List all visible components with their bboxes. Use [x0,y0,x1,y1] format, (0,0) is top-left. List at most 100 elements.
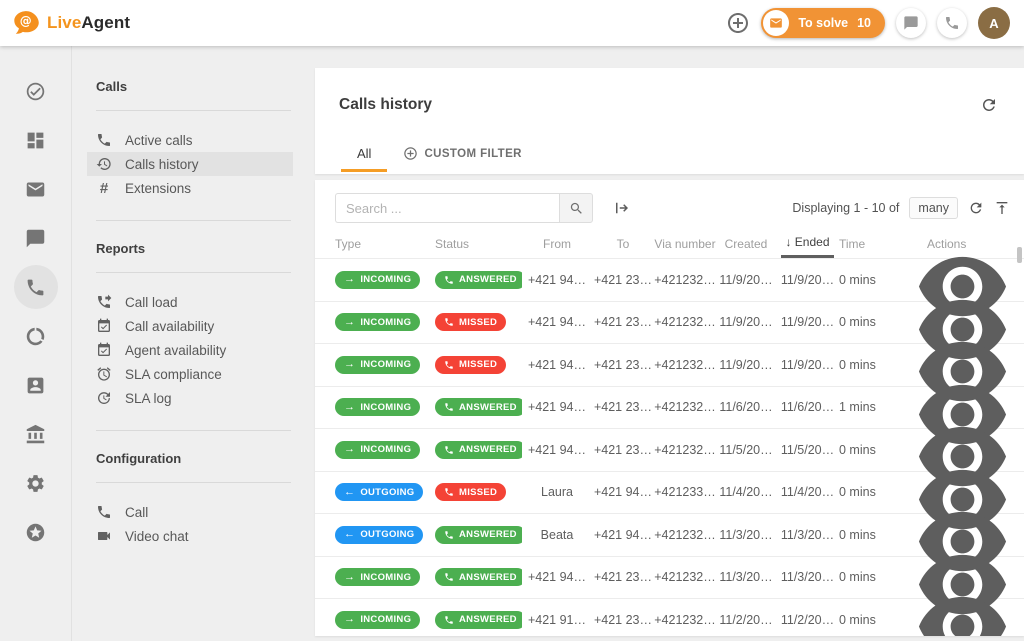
sidebar-item-call[interactable]: Call [87,500,293,524]
cell-ended: 11/9/20… [776,315,839,329]
column-header-time[interactable]: Time [839,237,915,251]
column-header-status[interactable]: Status [435,237,522,251]
cell-type: ←OUTGOING [335,483,435,501]
pagination-controls: Displaying 1 - 10 of many [792,197,1010,219]
sidebar-menu: CallsActive callsCalls history#Extension… [72,46,315,641]
tab-label: CUSTOM FILTER [424,148,521,160]
column-header-from[interactable]: From [522,237,592,251]
to-solve-button[interactable]: To solve 10 [761,8,885,38]
tab-label: All [357,146,371,161]
sidebar-item-label: Call load [125,295,178,310]
tabs-bar: All CUSTOM FILTER [341,146,538,174]
status-badge-label: ANSWERED [459,444,517,455]
status-badge: ANSWERED [435,526,522,544]
cell-status: ANSWERED [435,568,522,586]
cell-type: →INCOMING [335,271,435,289]
sidebar-item-label: Video chat [125,529,189,544]
add-new-button[interactable] [726,11,750,35]
cell-from: +421 94… [522,273,592,287]
star-circle-icon [25,522,46,543]
type-badge-label: INCOMING [360,572,411,583]
cell-created: 11/9/20… [716,358,776,372]
cell-time: 0 mins [839,358,915,372]
alarm-icon [96,366,112,382]
column-header-created[interactable]: Created [716,237,776,251]
refresh-list-button[interactable] [968,200,984,216]
cell-from: +421 94… [522,400,592,414]
column-header-type[interactable]: Type [335,237,435,251]
rail-item-check-circle[interactable] [14,69,58,113]
rail-item-gear[interactable] [14,461,58,505]
bank-icon [25,424,46,445]
tab-custom-filter[interactable]: CUSTOM FILTER [387,146,537,174]
sidebar-item-agent-availability[interactable]: Agent availability [87,338,293,362]
type-badge-label: INCOMING [360,317,411,328]
brand-first: Live [47,13,81,32]
cell-ended: 11/9/20… [776,358,839,372]
sidebar-item-label: Active calls [125,133,193,148]
scroll-top-button[interactable] [994,200,1010,216]
cell-from: Beata [522,528,592,542]
column-header-ended[interactable]: ↓ Ended [776,229,839,258]
sidebar-item-active-calls[interactable]: Active calls [87,128,293,152]
sidebar-item-call-load[interactable]: Call load [87,290,293,314]
page-title: Calls history [315,68,1024,114]
column-header-via-number[interactable]: Via number [654,237,716,251]
liveagent-logo[interactable]: @ LiveAgent [12,10,130,37]
sidebar-item-sla-log[interactable]: SLA log [87,386,293,410]
phone-icon [96,132,112,148]
cell-type: →INCOMING [335,611,435,629]
phone-icon [444,487,454,497]
cell-via-number: +421232… [654,315,716,329]
status-badge: ANSWERED [435,568,522,586]
sidebar-item-call-availability[interactable]: Call availability [87,314,293,338]
phone-icon [444,572,454,582]
cell-status: ANSWERED [435,271,522,289]
cell-status: MISSED [435,313,522,331]
scrollbar-thumb[interactable] [1017,247,1022,263]
status-badge-label: MISSED [459,487,497,498]
user-avatar[interactable]: A [978,7,1010,39]
cell-created: 11/9/20… [716,273,776,287]
cell-type: →INCOMING [335,398,435,416]
rail-item-contact-card[interactable] [14,363,58,407]
chat-icon [25,228,46,249]
status-badge-label: ANSWERED [459,572,517,583]
forward-icon[interactable] [613,199,631,217]
table-toolbar: Displaying 1 - 10 of many [315,180,1024,229]
sidebar-item-video-chat[interactable]: Video chat [87,524,293,548]
section-divider [96,220,291,221]
cell-from: +421 94… [522,570,592,584]
calls-button[interactable] [937,8,967,38]
rail-item-dashboard[interactable] [14,118,58,162]
tab-all[interactable]: All [341,146,387,174]
arrow-right-icon: → [344,274,355,285]
view-call-button[interactable] [915,579,1010,636]
sidebar-item-sla-compliance[interactable]: SLA compliance [87,362,293,386]
phone-icon [444,530,454,540]
sidebar-heading-configuration: Configuration [96,451,315,466]
search-input[interactable] [335,193,559,223]
search-button[interactable] [559,193,593,223]
to-solve-label: To solve [798,16,848,30]
arrow-right-icon: → [344,402,355,413]
refresh-button[interactable] [980,96,998,114]
rail-item-phone[interactable] [14,265,58,309]
cell-to: +421 23… [592,570,654,584]
chats-button[interactable] [896,8,926,38]
rail-item-mail[interactable] [14,167,58,211]
column-header-to[interactable]: To [592,237,654,251]
rail-item-data-usage[interactable] [14,314,58,358]
hash-icon: # [96,180,112,197]
cell-via-number: +421232… [654,570,716,584]
cell-created: 11/3/20… [716,570,776,584]
rail-item-star-circle[interactable] [14,510,58,554]
table-row[interactable]: →INCOMINGANSWERED+421 91…+421 23…+421232… [315,598,1024,636]
sidebar-item-extensions[interactable]: #Extensions [87,176,293,200]
rail-item-chat[interactable] [14,216,58,260]
section-divider [96,110,291,111]
total-count-button[interactable]: many [909,197,958,219]
cell-type: ←OUTGOING [335,526,435,544]
rail-item-bank[interactable] [14,412,58,456]
sidebar-item-calls-history[interactable]: Calls history [87,152,293,176]
